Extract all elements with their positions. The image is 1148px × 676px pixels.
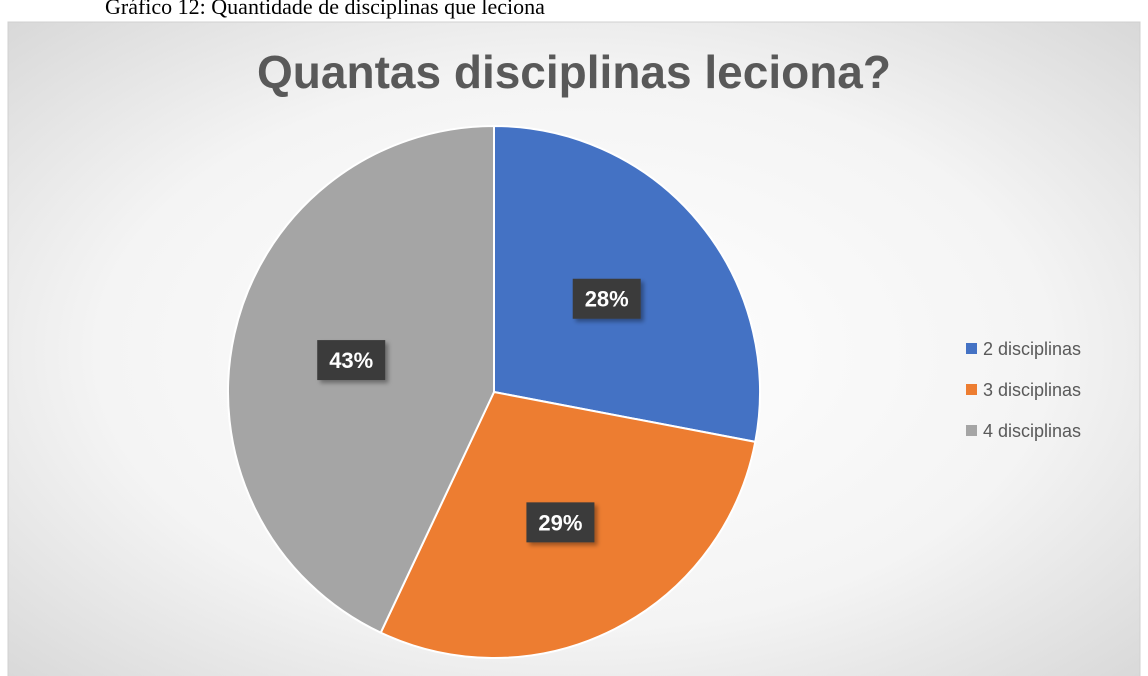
legend-label: 3 disciplinas (983, 380, 1081, 400)
legend-swatch (966, 384, 977, 395)
pie (227, 124, 761, 659)
data-label-box (526, 502, 595, 543)
legend: 2 disciplinas 3 disciplinas 4 disciplinas (966, 339, 1081, 441)
data-label: 29% (538, 510, 582, 535)
data-label: 43% (329, 348, 373, 373)
data-label-box (317, 340, 386, 381)
legend-label: 4 disciplinas (983, 421, 1081, 441)
chart-title: Quantas disciplinas leciona? (257, 46, 891, 98)
legend-swatch (966, 343, 977, 354)
data-label-box (572, 278, 641, 319)
legend-label: 2 disciplinas (983, 339, 1081, 359)
legend-swatch (966, 425, 977, 436)
data-label: 28% (585, 287, 629, 312)
caption: Gráfico 12: Quantidade de disciplinas qu… (105, 0, 545, 19)
data-labels: 28% 29% 43% (317, 278, 641, 543)
